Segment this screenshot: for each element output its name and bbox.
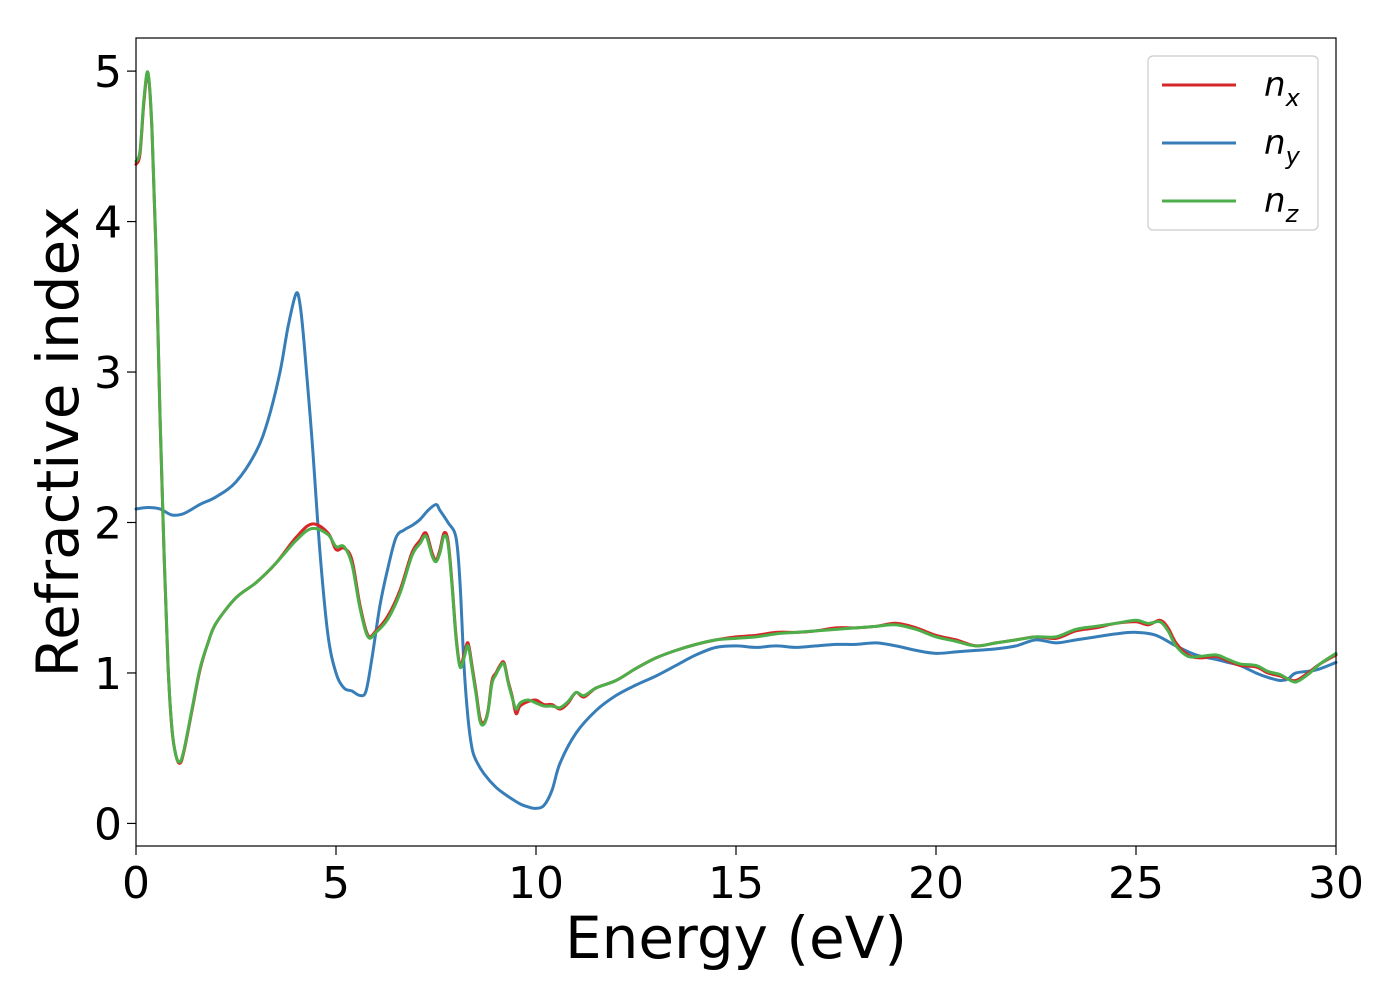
x-tick-label: 10 — [508, 858, 564, 909]
x-tick-label: 30 — [1308, 858, 1364, 909]
x-tick-label: 5 — [322, 858, 350, 909]
y-tick-label: 3 — [94, 348, 122, 399]
x-tick-label: 15 — [708, 858, 764, 909]
x-axis-label: Energy (eV) — [565, 904, 907, 972]
y-tick-label: 2 — [94, 498, 122, 549]
y-axis-label: Refractive index — [24, 206, 92, 677]
y-tick-label: 5 — [94, 47, 122, 98]
x-tick-label: 20 — [908, 858, 964, 909]
y-tick-label: 4 — [94, 198, 122, 249]
x-tick-label: 25 — [1108, 858, 1164, 909]
y-tick-label: 0 — [94, 799, 122, 850]
x-tick-label: 0 — [122, 858, 150, 909]
y-tick-label: 1 — [94, 649, 122, 700]
